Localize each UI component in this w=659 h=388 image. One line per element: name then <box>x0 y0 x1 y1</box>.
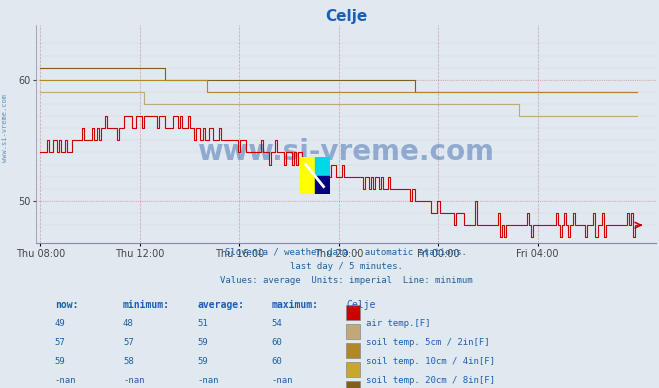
FancyBboxPatch shape <box>346 381 360 388</box>
Text: www.si-vreme.com: www.si-vreme.com <box>198 138 494 166</box>
Text: 59: 59 <box>55 357 66 365</box>
Text: soil temp. 5cm / 2in[F]: soil temp. 5cm / 2in[F] <box>366 338 490 346</box>
Text: Values: average  Units: imperial  Line: minimum: Values: average Units: imperial Line: mi… <box>219 276 473 285</box>
Text: Celje: Celje <box>346 300 376 310</box>
Text: -nan: -nan <box>123 376 144 385</box>
Text: 51: 51 <box>197 319 208 328</box>
Text: 54: 54 <box>272 319 283 328</box>
Text: 59: 59 <box>197 338 208 346</box>
Text: now:: now: <box>55 300 78 310</box>
FancyBboxPatch shape <box>346 362 360 377</box>
Text: 49: 49 <box>55 319 66 328</box>
Text: last day / 5 minutes.: last day / 5 minutes. <box>289 262 403 271</box>
Text: 59: 59 <box>197 357 208 365</box>
Text: Slovenia / weather data - automatic stations.: Slovenia / weather data - automatic stat… <box>225 248 467 256</box>
Polygon shape <box>300 157 315 194</box>
Title: Celje: Celje <box>325 9 367 24</box>
Text: -nan: -nan <box>272 376 293 385</box>
Text: 58: 58 <box>123 357 134 365</box>
Text: 57: 57 <box>55 338 66 346</box>
Text: 48: 48 <box>123 319 134 328</box>
Text: soil temp. 10cm / 4in[F]: soil temp. 10cm / 4in[F] <box>366 357 495 365</box>
Text: air temp.[F]: air temp.[F] <box>366 319 430 328</box>
Text: -nan: -nan <box>197 376 219 385</box>
Text: 60: 60 <box>272 357 283 365</box>
Text: 57: 57 <box>123 338 134 346</box>
Text: 60: 60 <box>272 338 283 346</box>
Polygon shape <box>315 175 330 194</box>
FancyBboxPatch shape <box>346 305 360 320</box>
FancyBboxPatch shape <box>346 324 360 339</box>
FancyBboxPatch shape <box>346 343 360 358</box>
Text: -nan: -nan <box>55 376 76 385</box>
Text: soil temp. 20cm / 8in[F]: soil temp. 20cm / 8in[F] <box>366 376 495 385</box>
Text: average:: average: <box>197 300 244 310</box>
Polygon shape <box>315 157 330 175</box>
Text: maximum:: maximum: <box>272 300 319 310</box>
Text: www.si-vreme.com: www.si-vreme.com <box>2 94 9 162</box>
Text: minimum:: minimum: <box>123 300 170 310</box>
